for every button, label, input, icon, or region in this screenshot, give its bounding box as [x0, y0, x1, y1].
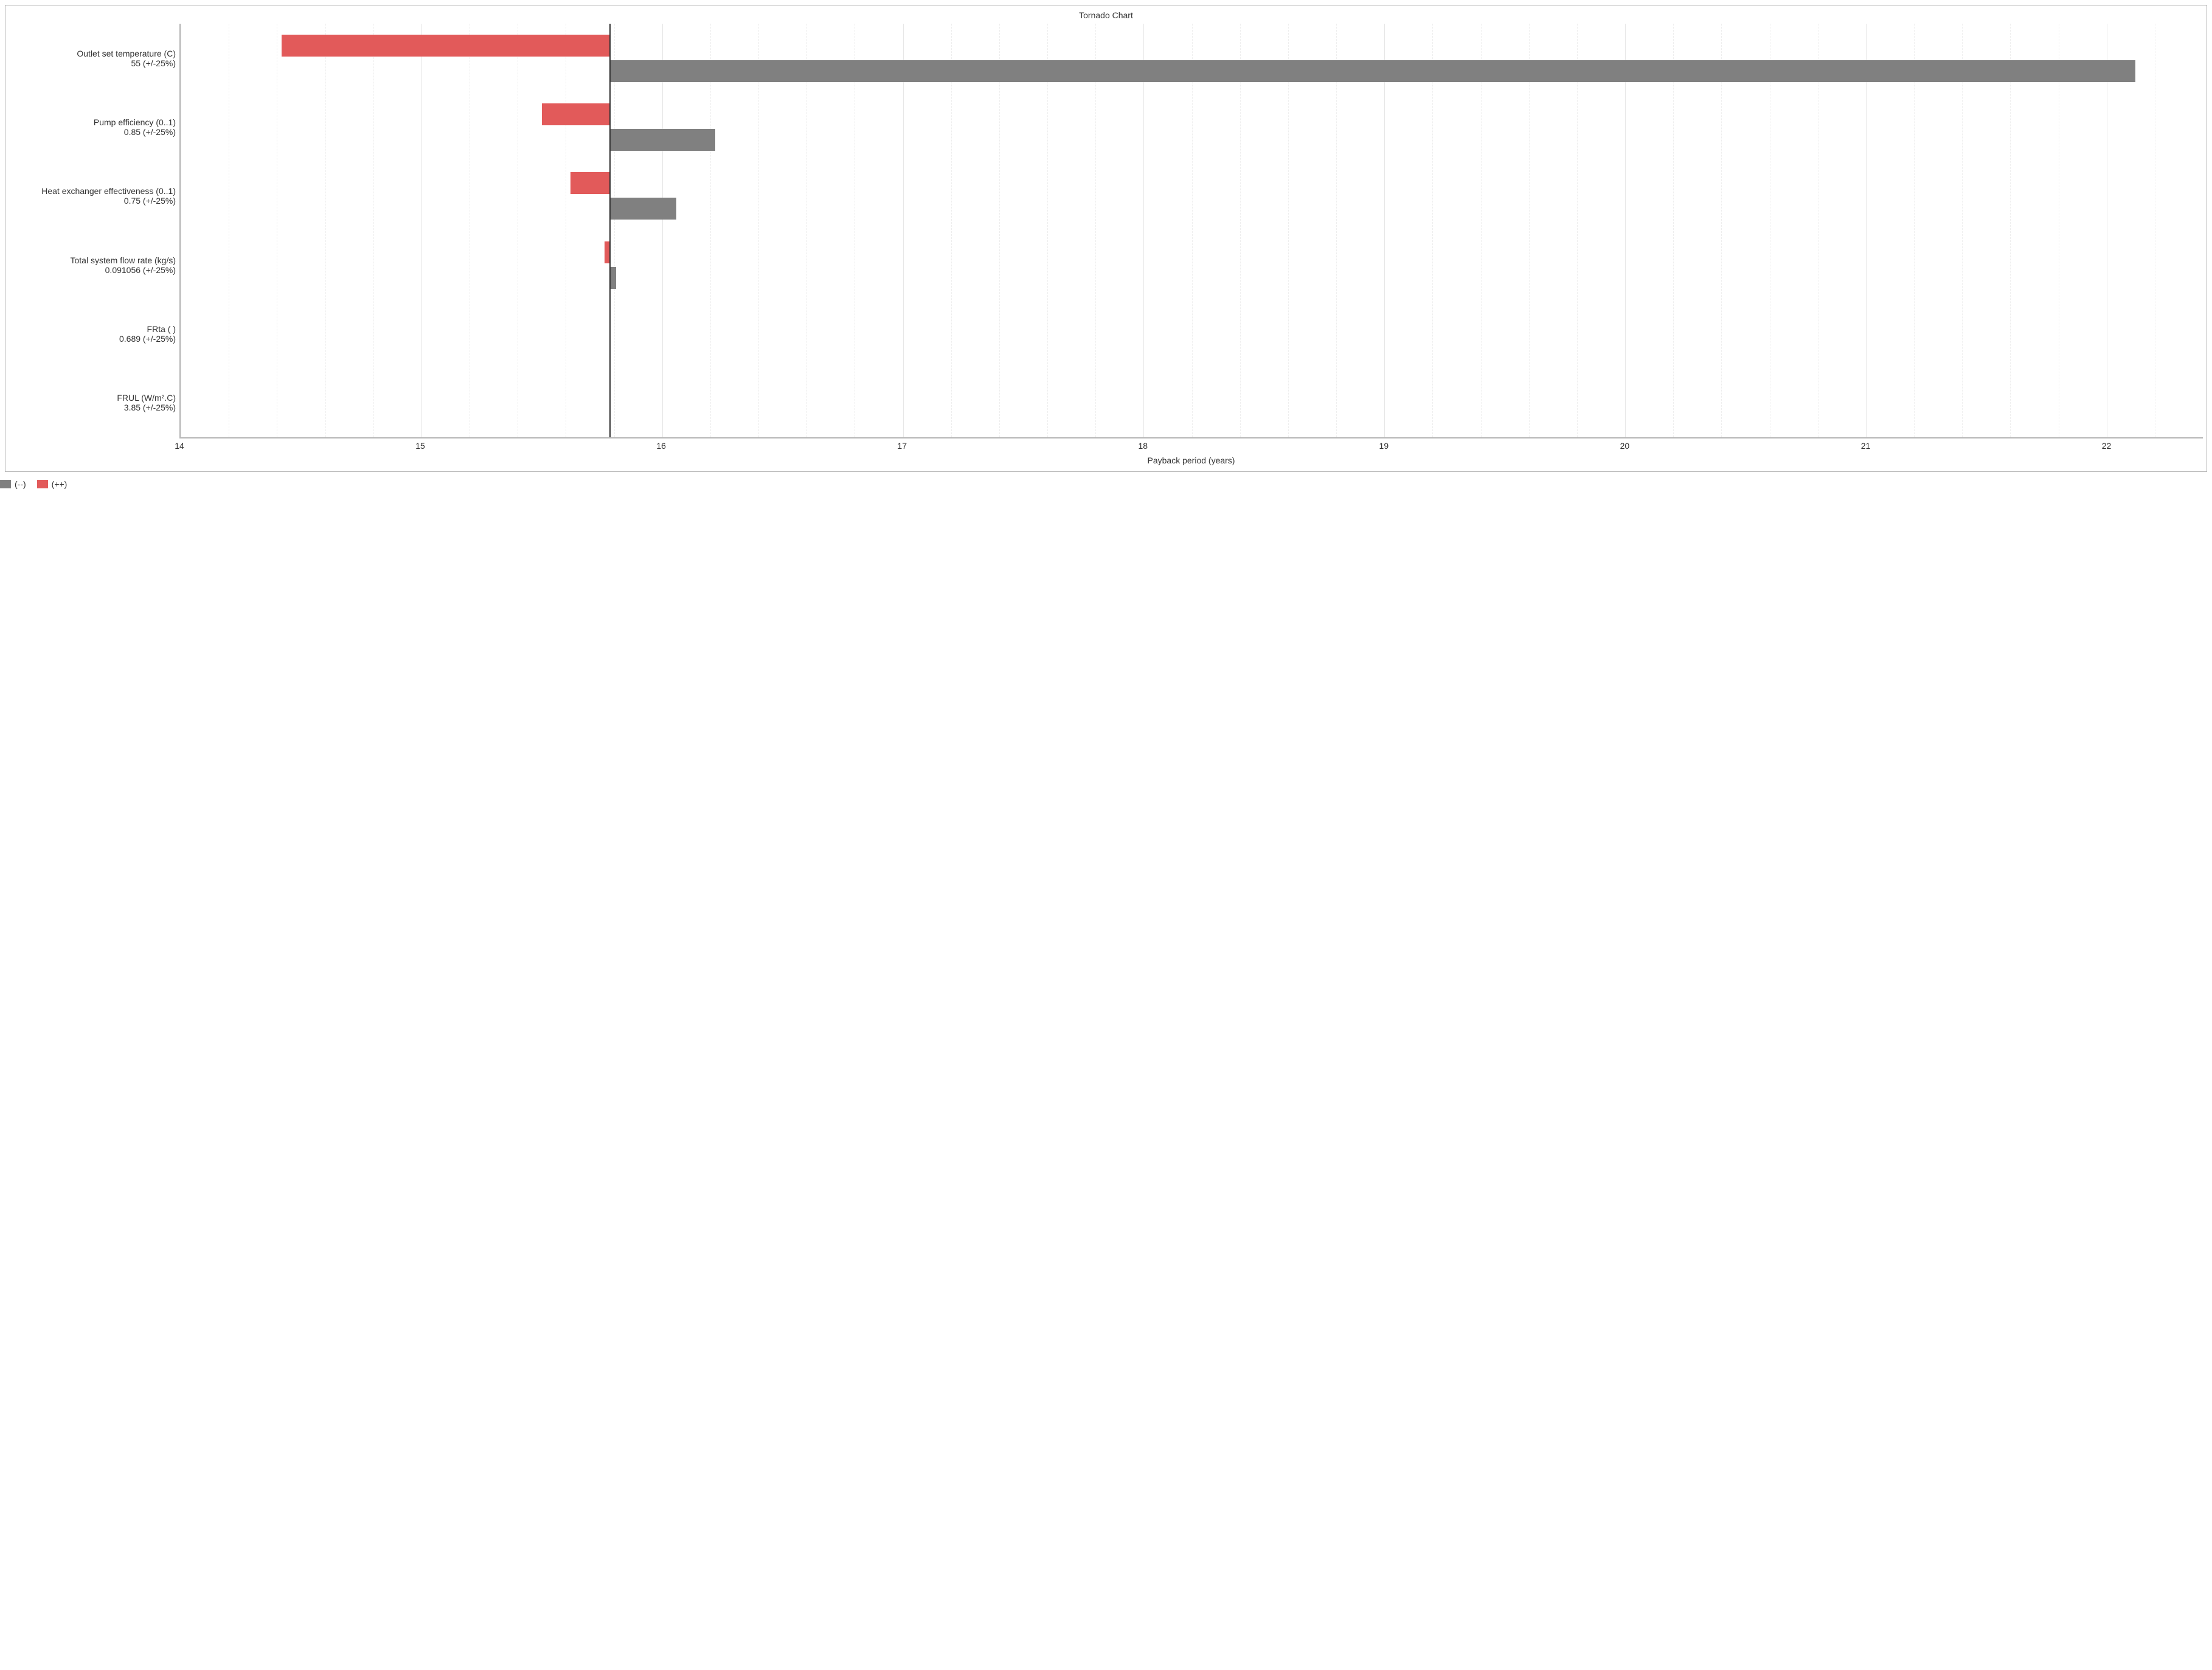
y-label-line2: 0.75 (+/-25%) [124, 196, 176, 206]
x-axis-title: Payback period (years) [179, 454, 2203, 469]
legend: (--) (++) [0, 477, 2212, 490]
category-slot [181, 230, 2203, 299]
legend-label-neg: (--) [15, 479, 26, 489]
x-axis-row: 14 15 16 17 18 19 20 21 22 [9, 438, 2203, 454]
y-axis-category-label: Heat exchanger effectiveness (0..1)0.75 … [9, 162, 179, 230]
chart-container: Tornado Chart Outlet set temperature (C)… [5, 5, 2207, 472]
chart-title: Tornado Chart [9, 8, 2203, 24]
x-tick-label: 17 [897, 441, 907, 451]
y-label-line1: FRUL (W/m².C) [117, 393, 176, 403]
x-axis: 141516171819202122 [179, 438, 2203, 454]
y-axis-category-label: Pump efficiency (0..1)0.85 (+/-25%) [9, 92, 179, 161]
y-label-line1: Outlet set temperature (C) [77, 49, 176, 58]
y-label-line2: 0.85 (+/-25%) [124, 127, 176, 137]
x-tick-label: 19 [1379, 441, 1389, 451]
bar-neg [609, 198, 677, 220]
y-label-line2: 0.091056 (+/-25%) [105, 265, 176, 275]
category-slot [181, 24, 2203, 92]
legend-swatch-pos [37, 480, 48, 488]
x-tick-label: 20 [1620, 441, 1630, 451]
bar-neg [609, 60, 2136, 82]
bar-pos [282, 35, 609, 57]
y-label-line1: Total system flow rate (kg/s) [71, 255, 176, 265]
x-title-row: Payback period (years) [9, 454, 2203, 469]
y-label-line2: 0.689 (+/-25%) [119, 334, 176, 344]
x-tick-label: 22 [2102, 441, 2112, 451]
legend-label-pos: (++) [52, 479, 68, 489]
x-tick-label: 15 [415, 441, 425, 451]
category-slot [181, 369, 2203, 437]
category-slot [181, 162, 2203, 230]
y-label-line2: 55 (+/-25%) [131, 58, 176, 68]
bar-pos [542, 103, 609, 125]
bar-pos [570, 172, 609, 194]
plot-area-outer [179, 24, 2203, 438]
plot-area [179, 24, 2203, 438]
bar-neg [609, 129, 715, 151]
category-slot [181, 92, 2203, 161]
baseline [609, 24, 611, 437]
y-axis-category-label: Total system flow rate (kg/s)0.091056 (+… [9, 230, 179, 299]
x-tick-label: 14 [175, 441, 184, 451]
y-label-line1: FRta ( ) [147, 324, 176, 334]
y-axis-category-label: FRUL (W/m².C)3.85 (+/-25%) [9, 369, 179, 437]
x-tick-label: 21 [1861, 441, 1871, 451]
y-label-line2: 3.85 (+/-25%) [124, 403, 176, 412]
x-tick-label: 16 [656, 441, 666, 451]
y-label-line1: Pump efficiency (0..1) [94, 117, 176, 127]
plot-row: Outlet set temperature (C)55 (+/-25%)Pum… [9, 24, 2203, 438]
category-slot [181, 299, 2203, 368]
y-axis-labels: Outlet set temperature (C)55 (+/-25%)Pum… [9, 24, 179, 437]
y-axis-category-label: Outlet set temperature (C)55 (+/-25%) [9, 24, 179, 92]
x-tick-label: 18 [1138, 441, 1148, 451]
bar-pos [605, 241, 609, 263]
y-axis-category-label: FRta ( )0.689 (+/-25%) [9, 299, 179, 368]
legend-swatch-neg [0, 480, 11, 488]
y-label-line1: Heat exchanger effectiveness (0..1) [41, 186, 176, 196]
